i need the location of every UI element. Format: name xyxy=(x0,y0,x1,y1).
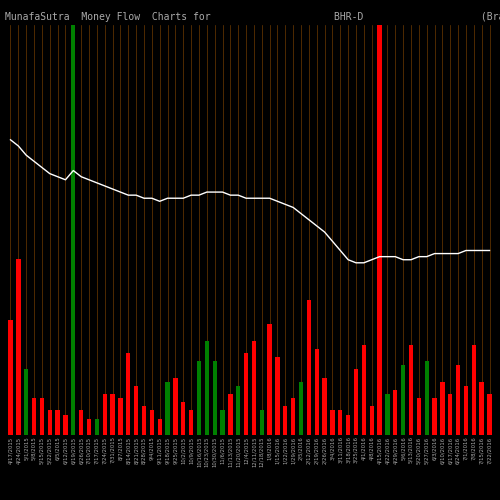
Bar xyxy=(362,345,366,435)
Bar xyxy=(142,406,146,435)
Bar xyxy=(464,386,468,435)
Bar xyxy=(416,398,421,435)
Bar xyxy=(291,398,296,435)
Bar xyxy=(24,370,28,435)
Bar xyxy=(118,398,122,435)
Bar xyxy=(432,398,436,435)
Bar xyxy=(370,406,374,435)
Bar xyxy=(236,386,240,435)
Bar xyxy=(166,382,170,435)
Bar xyxy=(338,410,342,435)
Bar xyxy=(79,410,84,435)
Bar xyxy=(56,410,60,435)
Bar xyxy=(48,410,52,435)
Bar xyxy=(126,353,130,435)
Bar xyxy=(268,324,272,435)
Bar xyxy=(401,366,406,435)
Bar xyxy=(386,394,390,435)
Bar xyxy=(448,394,452,435)
Bar xyxy=(102,394,107,435)
Bar xyxy=(322,378,327,435)
Bar xyxy=(472,345,476,435)
Bar xyxy=(32,398,36,435)
Bar xyxy=(488,394,492,435)
Bar xyxy=(314,349,319,435)
Bar xyxy=(150,410,154,435)
Bar xyxy=(252,340,256,435)
Bar xyxy=(480,382,484,435)
Bar xyxy=(276,357,280,435)
Bar xyxy=(244,353,248,435)
Bar xyxy=(204,340,209,435)
Bar xyxy=(393,390,398,435)
Bar xyxy=(260,410,264,435)
Bar xyxy=(456,366,460,435)
Bar xyxy=(181,402,186,435)
Bar xyxy=(378,25,382,435)
Bar xyxy=(330,410,334,435)
Bar xyxy=(8,320,12,435)
Bar xyxy=(16,258,20,435)
Bar xyxy=(189,410,194,435)
Bar xyxy=(197,361,201,435)
Bar xyxy=(94,418,99,435)
Bar xyxy=(440,382,444,435)
Bar xyxy=(220,410,224,435)
Bar xyxy=(40,398,44,435)
Text: MunafaSutra  Money Flow  Charts for                     BHR-D                   : MunafaSutra Money Flow Charts for BHR-D xyxy=(5,12,500,22)
Bar xyxy=(212,361,217,435)
Bar xyxy=(283,406,288,435)
Bar xyxy=(228,394,232,435)
Bar xyxy=(409,345,413,435)
Bar xyxy=(134,386,138,435)
Bar xyxy=(64,414,68,435)
Bar xyxy=(346,414,350,435)
Bar xyxy=(173,378,178,435)
Bar xyxy=(71,25,76,435)
Bar xyxy=(299,382,303,435)
Bar xyxy=(110,394,114,435)
Bar xyxy=(354,370,358,435)
Bar xyxy=(87,418,91,435)
Bar xyxy=(306,300,311,435)
Bar xyxy=(158,418,162,435)
Bar xyxy=(424,361,429,435)
